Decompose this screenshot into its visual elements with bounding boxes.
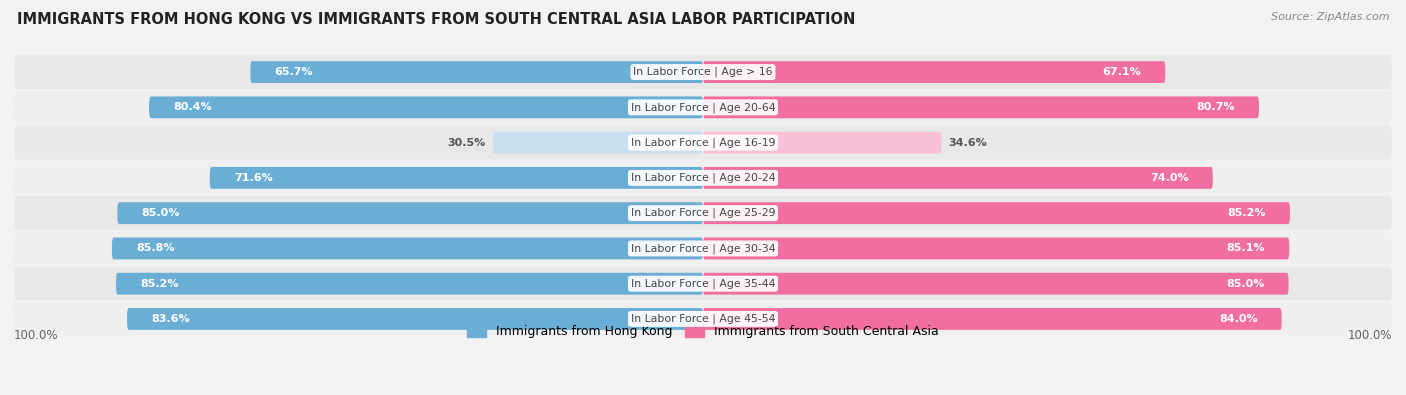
Text: In Labor Force | Age 30-34: In Labor Force | Age 30-34 — [631, 243, 775, 254]
FancyBboxPatch shape — [14, 267, 1392, 301]
Text: 85.0%: 85.0% — [1226, 279, 1264, 289]
Text: 85.2%: 85.2% — [1227, 208, 1265, 218]
Text: 74.0%: 74.0% — [1150, 173, 1188, 183]
FancyBboxPatch shape — [117, 273, 703, 295]
FancyBboxPatch shape — [149, 96, 703, 118]
FancyBboxPatch shape — [209, 167, 703, 189]
FancyBboxPatch shape — [14, 126, 1392, 160]
Text: 65.7%: 65.7% — [274, 67, 314, 77]
FancyBboxPatch shape — [112, 237, 703, 260]
Text: In Labor Force | Age > 16: In Labor Force | Age > 16 — [633, 67, 773, 77]
Text: 84.0%: 84.0% — [1219, 314, 1257, 324]
Text: In Labor Force | Age 35-44: In Labor Force | Age 35-44 — [631, 278, 775, 289]
FancyBboxPatch shape — [703, 61, 1166, 83]
Text: 34.6%: 34.6% — [948, 137, 987, 148]
Text: 100.0%: 100.0% — [14, 329, 59, 342]
FancyBboxPatch shape — [14, 161, 1392, 195]
FancyBboxPatch shape — [127, 308, 703, 330]
Text: In Labor Force | Age 45-54: In Labor Force | Age 45-54 — [631, 314, 775, 324]
Text: In Labor Force | Age 20-64: In Labor Force | Age 20-64 — [631, 102, 775, 113]
FancyBboxPatch shape — [117, 202, 703, 224]
FancyBboxPatch shape — [703, 237, 1289, 260]
Text: 67.1%: 67.1% — [1102, 67, 1142, 77]
FancyBboxPatch shape — [494, 132, 703, 154]
Text: IMMIGRANTS FROM HONG KONG VS IMMIGRANTS FROM SOUTH CENTRAL ASIA LABOR PARTICIPAT: IMMIGRANTS FROM HONG KONG VS IMMIGRANTS … — [17, 12, 855, 27]
FancyBboxPatch shape — [250, 61, 703, 83]
Text: 80.4%: 80.4% — [173, 102, 212, 112]
Text: 80.7%: 80.7% — [1197, 102, 1234, 112]
Text: 30.5%: 30.5% — [447, 137, 486, 148]
Text: 85.2%: 85.2% — [141, 279, 179, 289]
Text: In Labor Force | Age 25-29: In Labor Force | Age 25-29 — [631, 208, 775, 218]
FancyBboxPatch shape — [14, 302, 1392, 336]
Text: 83.6%: 83.6% — [152, 314, 190, 324]
Text: In Labor Force | Age 20-24: In Labor Force | Age 20-24 — [631, 173, 775, 183]
FancyBboxPatch shape — [703, 167, 1213, 189]
FancyBboxPatch shape — [703, 132, 942, 154]
FancyBboxPatch shape — [703, 308, 1282, 330]
Text: Source: ZipAtlas.com: Source: ZipAtlas.com — [1271, 12, 1389, 22]
FancyBboxPatch shape — [703, 96, 1258, 118]
Text: 85.0%: 85.0% — [142, 208, 180, 218]
FancyBboxPatch shape — [703, 202, 1289, 224]
Text: 85.1%: 85.1% — [1226, 243, 1265, 254]
FancyBboxPatch shape — [14, 55, 1392, 89]
Legend: Immigrants from Hong Kong, Immigrants from South Central Asia: Immigrants from Hong Kong, Immigrants fr… — [463, 320, 943, 343]
FancyBboxPatch shape — [703, 273, 1289, 295]
Text: 71.6%: 71.6% — [233, 173, 273, 183]
FancyBboxPatch shape — [14, 196, 1392, 230]
FancyBboxPatch shape — [14, 90, 1392, 124]
Text: In Labor Force | Age 16-19: In Labor Force | Age 16-19 — [631, 137, 775, 148]
Text: 100.0%: 100.0% — [1347, 329, 1392, 342]
FancyBboxPatch shape — [14, 231, 1392, 265]
Text: 85.8%: 85.8% — [136, 243, 174, 254]
